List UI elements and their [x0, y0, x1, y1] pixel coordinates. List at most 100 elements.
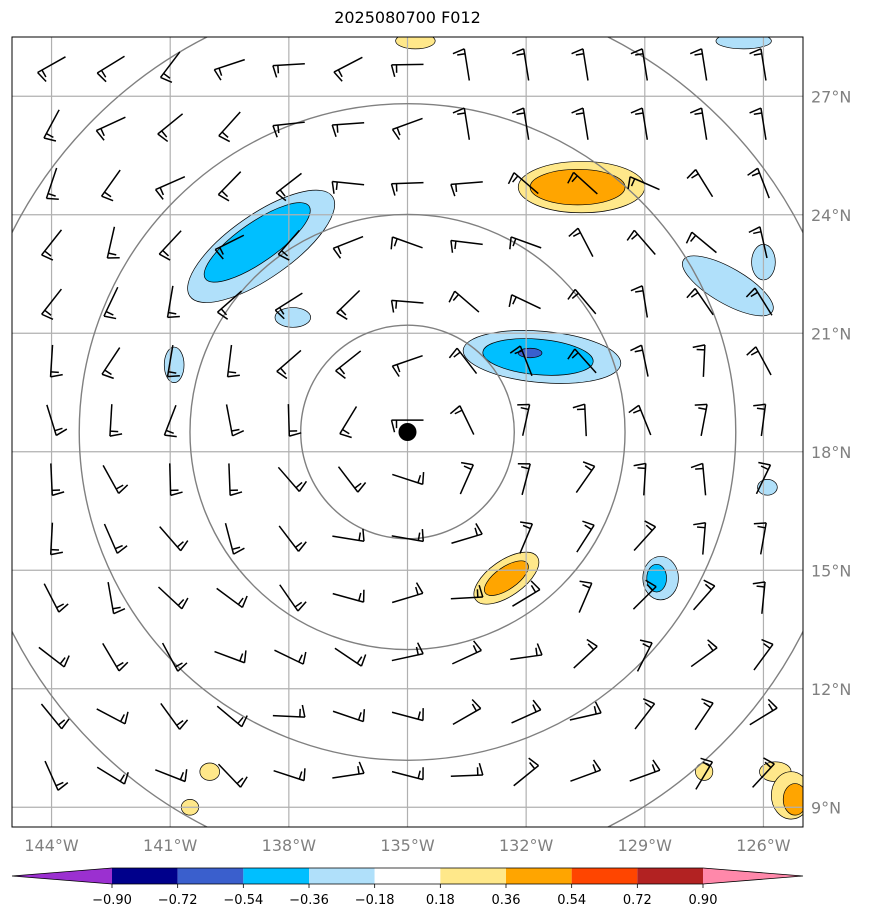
barb-flag	[43, 137, 57, 142]
barb-flag	[686, 287, 696, 299]
barb-flag	[767, 698, 778, 709]
barb-flag	[396, 364, 401, 373]
barb-flag	[357, 482, 367, 493]
wind-barb	[154, 176, 186, 200]
barb-flag	[175, 662, 183, 668]
barb-staff	[450, 239, 483, 246]
wind-barb	[157, 586, 189, 610]
barb-flag	[218, 67, 223, 76]
lat-tick-label: 15°N	[811, 561, 851, 580]
barb-flag	[336, 312, 348, 320]
wind-barb	[391, 582, 424, 604]
shaded-region-blue	[482, 338, 594, 376]
wind-barb	[630, 107, 649, 140]
wind-barb	[332, 235, 364, 259]
barb-flag	[509, 345, 521, 354]
barb-flag	[232, 430, 245, 437]
wind-barb	[45, 167, 59, 201]
barb-flag	[176, 541, 184, 548]
barb-flag	[37, 71, 47, 83]
wind-barb	[508, 294, 541, 310]
barb-flag	[358, 532, 362, 541]
wind-barb	[166, 285, 180, 319]
barb-flag	[455, 183, 458, 193]
wind-barb	[335, 350, 362, 379]
barb-flag	[748, 226, 761, 234]
lon-tick-label: 126°W	[736, 836, 791, 855]
barb-flag	[642, 643, 651, 649]
barb-flag	[697, 526, 706, 529]
barb-staff	[43, 583, 60, 613]
wind-barb	[633, 520, 657, 552]
lon-tick-label: 144°W	[24, 836, 79, 855]
barb-flag	[390, 300, 395, 313]
barb-flag	[644, 520, 656, 528]
wind-barb	[49, 522, 63, 556]
barb-flag	[652, 759, 661, 771]
wind-barb	[627, 176, 660, 191]
barb-staff	[582, 48, 589, 81]
barb-flag	[514, 349, 523, 355]
wind-barb	[218, 111, 241, 143]
barb-flag	[342, 428, 350, 435]
barb-staff	[512, 588, 541, 607]
barb-flag	[508, 294, 513, 308]
plot-frame	[11, 36, 804, 828]
barb-staff	[272, 121, 305, 127]
barb-flag	[530, 584, 537, 593]
barb-flag	[217, 311, 229, 320]
barb-flag	[214, 249, 224, 260]
barb-staff	[391, 63, 424, 66]
barb-flag	[532, 704, 537, 713]
barb-flag	[47, 192, 56, 197]
wind-barb	[511, 699, 542, 724]
barb-staff	[228, 463, 231, 496]
wind-barb	[692, 344, 706, 377]
barb-flag	[298, 771, 303, 780]
longitude-labels: 144°W 141°W 138°W 135°W 132°W 129°W 126°W	[24, 836, 790, 855]
wind-barb	[571, 48, 589, 81]
barb-flag	[478, 584, 484, 598]
lat-tick-label: 24°N	[811, 206, 851, 225]
wind-barb	[390, 299, 424, 313]
wind-barb	[636, 639, 653, 672]
barb-flag	[472, 640, 482, 651]
barb-flag	[339, 433, 352, 439]
barb-staff	[38, 646, 65, 668]
barb-flag	[572, 403, 585, 409]
barb-flag	[571, 175, 578, 183]
barb-flag	[177, 599, 185, 606]
barb-flag	[168, 311, 177, 315]
barb-flag	[633, 462, 646, 467]
barb-flag	[54, 427, 63, 432]
wind-barb	[50, 463, 65, 497]
barb-flag	[119, 714, 125, 722]
barb-staff	[163, 404, 177, 436]
barb-flag	[50, 551, 63, 556]
barb-staff	[632, 586, 657, 610]
barb-flag	[46, 197, 59, 201]
wind-barb	[103, 286, 119, 320]
barb-flag	[237, 716, 244, 724]
wind-barb	[634, 698, 656, 730]
barb-staff	[272, 714, 305, 718]
colorbar-swatch	[309, 868, 375, 884]
barb-flag	[241, 595, 248, 608]
wind-barb	[224, 522, 245, 555]
barb-flag	[630, 107, 643, 114]
barb-flag	[44, 250, 52, 257]
wind-barb	[507, 172, 539, 195]
barb-flag	[567, 348, 576, 360]
barb-flag	[272, 65, 278, 78]
wind-barb	[159, 526, 189, 552]
lon-tick-label: 141°W	[143, 836, 198, 855]
barb-staff	[101, 347, 121, 375]
barb-staff	[702, 344, 706, 377]
barb-flag	[294, 601, 303, 608]
barb-flag	[390, 64, 396, 78]
barb-flag	[761, 638, 774, 645]
barb-flag	[454, 409, 463, 415]
wind-barb	[392, 471, 425, 486]
barb-staff	[96, 766, 125, 785]
wind-barb	[517, 463, 531, 496]
